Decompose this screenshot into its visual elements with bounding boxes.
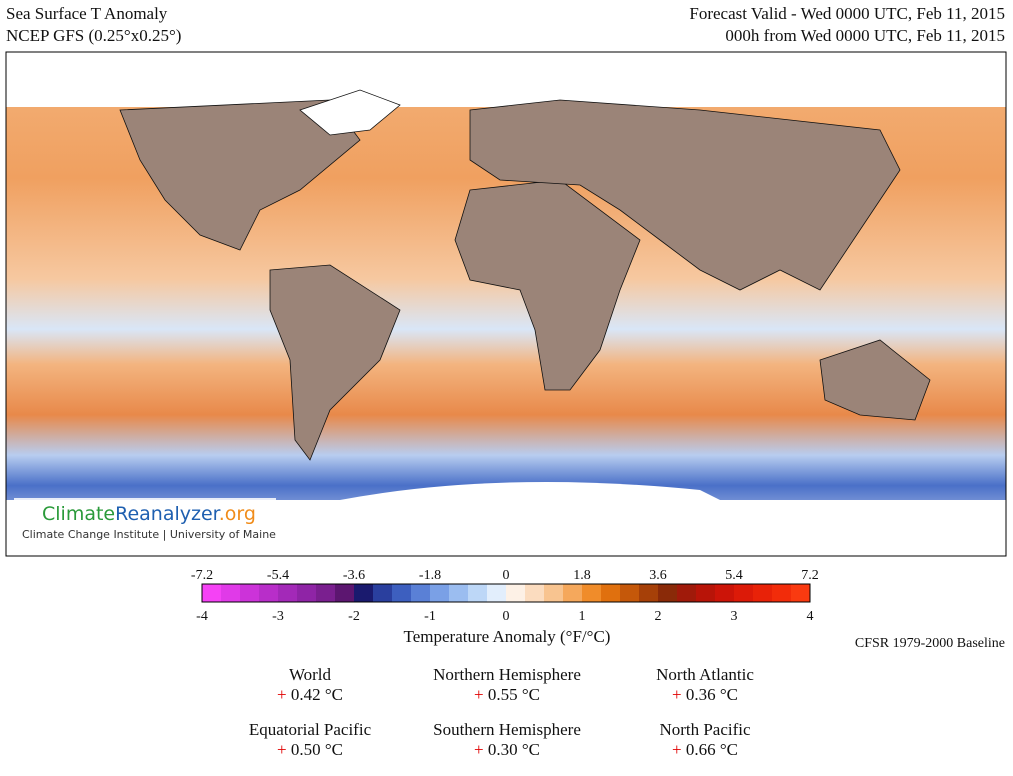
c-tick-label: -3 xyxy=(272,609,284,624)
colorbar-segment xyxy=(677,584,697,602)
stat-number: 0.66 °C xyxy=(686,740,738,759)
stat-sign: + xyxy=(474,685,484,704)
init-time: 000h from Wed 0000 UTC, Feb 11, 2015 xyxy=(725,26,1005,45)
colorbar-segment xyxy=(202,584,222,602)
colorbar-segment xyxy=(639,584,659,602)
colorbar-segment xyxy=(354,584,374,602)
stat-name: Northern Hemisphere xyxy=(433,665,581,684)
stat-value: + 0.42 °C xyxy=(277,685,343,704)
colorbar-segment xyxy=(392,584,412,602)
colorbar-segment xyxy=(221,584,241,602)
logo: ClimateReanalyzer.org Climate Change Ins… xyxy=(14,498,276,546)
stat-sign: + xyxy=(277,740,287,759)
colorbar-segment xyxy=(297,584,317,602)
stat-sign: + xyxy=(474,740,484,759)
c-tick-label: 2 xyxy=(655,609,662,624)
colorbar-segment xyxy=(620,584,640,602)
c-tick-label: -1 xyxy=(424,609,436,624)
stat-value: + 0.30 °C xyxy=(474,740,540,759)
c-tick-label: 1 xyxy=(579,609,586,624)
colorbar-segment xyxy=(506,584,526,602)
colorbar-segment xyxy=(563,584,583,602)
stat-name: Equatorial Pacific xyxy=(249,720,372,739)
stat-name: World xyxy=(289,665,332,684)
f-tick-label: -7.2 xyxy=(191,568,213,583)
stat-name: Southern Hemisphere xyxy=(433,720,581,739)
f-tick-label: 5.4 xyxy=(725,568,743,583)
stat-number: 0.50 °C xyxy=(291,740,343,759)
stat-value: + 0.36 °C xyxy=(672,685,738,704)
stat-number: 0.55 °C xyxy=(488,685,540,704)
stat-name: North Pacific xyxy=(659,720,751,739)
stat-sign: + xyxy=(277,685,287,704)
colorbar-segment xyxy=(658,584,678,602)
colorbar-segment xyxy=(696,584,716,602)
colorbar: -7.2 -5.4 -3.6 -1.8 0 1.8 3.6 5.4 7.2 -4 -3 -2 -1 0 1 2… xyxy=(191,568,819,624)
colorbar-segment xyxy=(734,584,754,602)
f-tick-label: 1.8 xyxy=(573,568,591,583)
svg-text:ClimateReanalyzer.org: ClimateReanalyzer.org xyxy=(42,503,256,525)
c-tick-label: 4 xyxy=(807,609,814,624)
colorbar-segment xyxy=(259,584,279,602)
c-tick-label: -2 xyxy=(348,609,360,624)
colorbar-segment xyxy=(240,584,260,602)
subtitle: NCEP GFS (0.25°x0.25°) xyxy=(6,26,181,45)
colorbar-segment xyxy=(278,584,298,602)
colorbar-segment xyxy=(601,584,621,602)
colorbar-segment xyxy=(753,584,773,602)
colorbar-frame xyxy=(201,583,811,603)
f-tick-label: 3.6 xyxy=(649,568,667,583)
baseline-note: CFSR 1979-2000 Baseline xyxy=(855,636,1005,651)
colorbar-segment xyxy=(715,584,735,602)
colorbar-segment xyxy=(772,584,792,602)
colorbar-segment xyxy=(525,584,545,602)
valid-time: Forecast Valid - Wed 0000 UTC, Feb 11, 2… xyxy=(689,4,1005,23)
colorbar-segment xyxy=(487,584,507,602)
c-tick-label: 3 xyxy=(731,609,738,624)
stat-name: North Atlantic xyxy=(656,665,754,684)
stat-sign: + xyxy=(672,685,682,704)
f-tick-label: -3.6 xyxy=(343,568,365,583)
title: Sea Surface T Anomaly xyxy=(6,4,168,23)
f-tick-label: 7.2 xyxy=(801,568,819,583)
stat-number: 0.42 °C xyxy=(291,685,343,704)
colorbar-segment xyxy=(544,584,564,602)
f-tick-label: -5.4 xyxy=(267,568,289,583)
stat-value: + 0.55 °C xyxy=(474,685,540,704)
colorbar-segment xyxy=(316,584,336,602)
colorbar-segment xyxy=(582,584,602,602)
colorbar-segment xyxy=(430,584,450,602)
map xyxy=(5,51,1007,557)
colorbar-segment xyxy=(373,584,393,602)
stat-number: 0.30 °C xyxy=(488,740,540,759)
colorbar-segment xyxy=(335,584,355,602)
stat-sign: + xyxy=(672,740,682,759)
logo-part: .org xyxy=(219,503,256,525)
c-tick-label: 0 xyxy=(503,609,510,624)
f-tick-label: -1.8 xyxy=(419,568,441,583)
f-tick-label: 0 xyxy=(503,568,510,583)
stat-number: 0.36 °C xyxy=(686,685,738,704)
colorbar-segment xyxy=(468,584,488,602)
colorbar-segment xyxy=(791,584,811,602)
colorbar-segment xyxy=(411,584,431,602)
logo-tagline: Climate Change Institute | University of… xyxy=(22,528,276,541)
stat-value: + 0.50 °C xyxy=(277,740,343,759)
logo-part: Reanalyzer xyxy=(115,503,221,525)
colorbar-label: Temperature Anomaly (°F/°C) xyxy=(404,627,611,646)
colorbar-segment xyxy=(449,584,469,602)
logo-part: Climate xyxy=(42,503,115,525)
stat-value: + 0.66 °C xyxy=(672,740,738,759)
c-tick-label: -4 xyxy=(196,609,208,624)
